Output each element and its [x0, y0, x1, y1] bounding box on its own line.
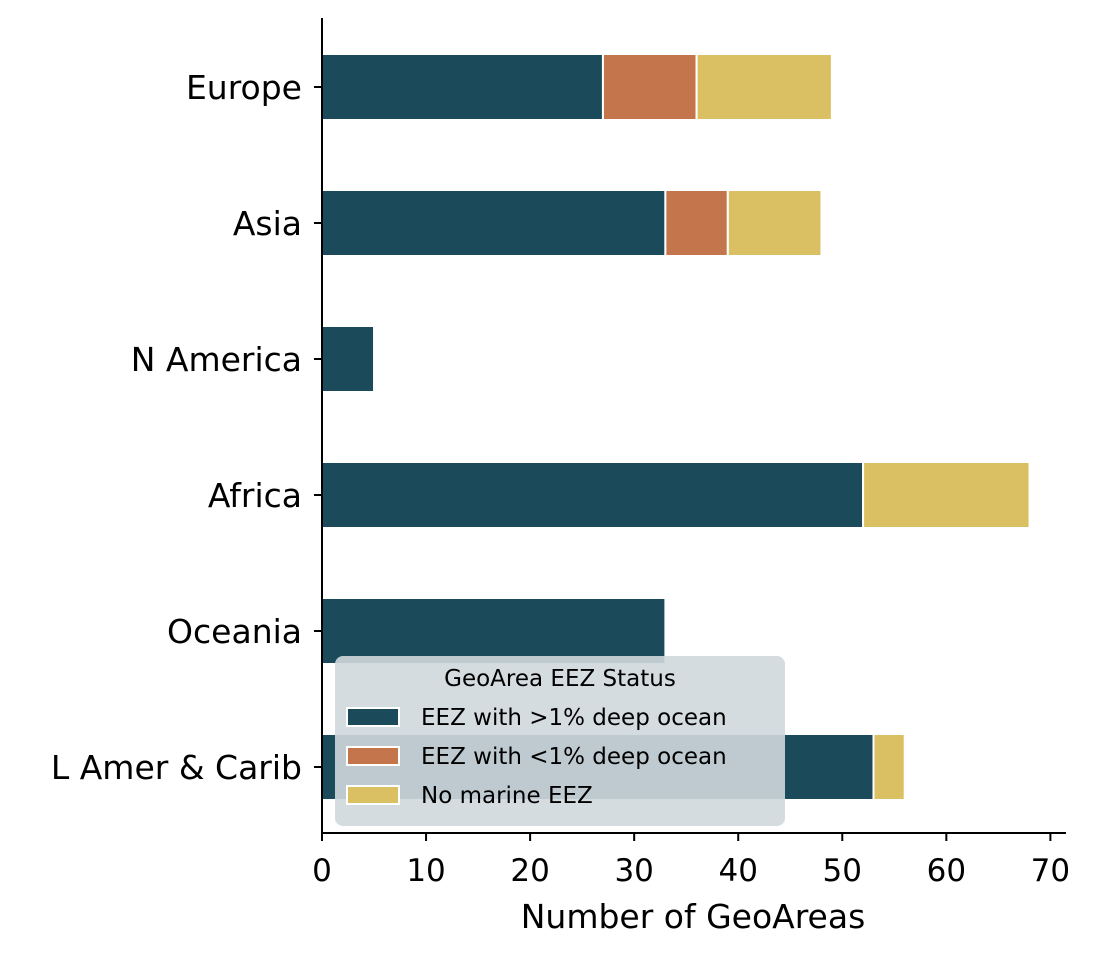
bar-europe-eez-with-1-deep-ocean: [601, 53, 698, 121]
legend-frame: [335, 656, 785, 826]
x-axis-ticks: 0 10 20 30 40 50 60 70: [312, 833, 1070, 889]
bar-europe-eez-with-1-deep-ocean: [321, 53, 604, 121]
bar-asia-eez-with-1-deep-ocean: [321, 189, 667, 257]
category-label-l-amer-carib: L Amer & Carib: [51, 748, 302, 787]
legend-swatch-no-marine-eez: [346, 785, 400, 805]
bar-africa-no-marine-eez: [862, 461, 1031, 529]
legend-label-eez-with-1-deep-ocean: EEZ with <1% deep ocean: [421, 744, 727, 770]
bar-europe-no-marine-eez: [695, 53, 833, 121]
bar-oceania-eez-with-1-deep-ocean: [321, 597, 667, 665]
legend-swatch-eez-with-1-deep-ocean: [346, 707, 400, 727]
bar-l-amer-carib-no-marine-eez: [872, 733, 906, 801]
x-tick-label-30: 30: [614, 853, 653, 889]
bar-africa-eez-with-1-deep-ocean: [321, 461, 865, 529]
x-tick-label-10: 10: [406, 853, 445, 889]
x-tick-label-70: 70: [1031, 853, 1070, 889]
x-tick-label-0: 0: [312, 853, 332, 889]
category-label-n-america: N America: [131, 340, 302, 379]
legend: GeoArea EEZ Status EEZ with >1% deep oce…: [335, 656, 785, 826]
category-label-europe: Europe: [186, 68, 302, 107]
x-tick-label-60: 60: [927, 853, 966, 889]
legend-title: GeoArea EEZ Status: [444, 666, 676, 692]
legend-label-no-marine-eez: No marine EEZ: [421, 783, 593, 809]
legend-swatch-eez-with-1-deep-ocean: [346, 746, 400, 766]
bar-n-america-eez-with-1-deep-ocean: [321, 325, 376, 393]
category-label-asia: Asia: [233, 204, 302, 243]
x-tick-label-40: 40: [718, 853, 757, 889]
bar-asia-eez-with-1-deep-ocean: [664, 189, 729, 257]
category-label-africa: Africa: [208, 476, 302, 515]
x-tick-label-50: 50: [823, 853, 862, 889]
category-label-oceania: Oceania: [167, 612, 302, 651]
legend-items: EEZ with >1% deep ocean EEZ with <1% deep…: [346, 705, 727, 809]
bar-asia-no-marine-eez: [726, 189, 823, 257]
x-tick-label-20: 20: [510, 853, 549, 889]
category-labels: Europe Asia N America Africa Oceania L Amer &…: [51, 68, 322, 787]
legend-label-eez-with-1-deep-ocean: EEZ with >1% deep ocean: [421, 705, 727, 731]
x-axis-label: Number of GeoAreas: [521, 897, 866, 936]
